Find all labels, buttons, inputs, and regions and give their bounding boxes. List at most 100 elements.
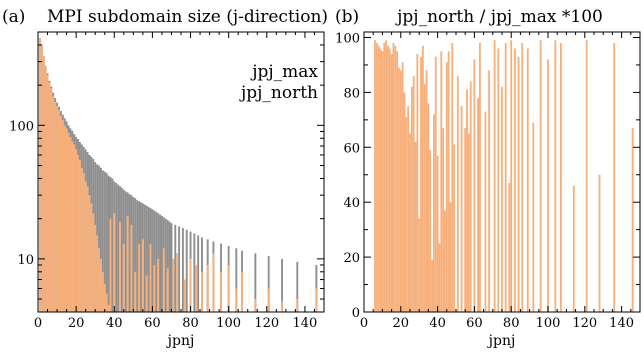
jpj-north-bar [52, 96, 55, 312]
jpj-north-bar [141, 239, 144, 312]
jpj-north-bar [38, 38, 41, 313]
ratio-bar [412, 75, 415, 312]
ratio-bar [456, 75, 459, 312]
jpj-north-bar [99, 258, 102, 312]
panel-b-ytick-label: 20 [343, 251, 360, 266]
jpj-max-bar [99, 167, 102, 312]
jpj-north-bar [235, 288, 238, 312]
panel-b-ytick-label: 100 [335, 31, 360, 46]
panel-b-xtick-label: 0 [360, 316, 368, 331]
ratio-bar [554, 40, 557, 313]
jpj-north-bar [103, 283, 106, 312]
ratio-bar [416, 53, 419, 312]
ratio-bar [508, 182, 511, 312]
ratio-bar [381, 51, 384, 312]
ratio-bar [513, 48, 516, 313]
jpj-max-bar [101, 170, 104, 312]
jpj-max-bar [164, 218, 167, 312]
jpj-north-bar [96, 235, 99, 312]
ratio-bar [398, 67, 400, 312]
panel-b-ytick-label: 80 [343, 86, 360, 101]
ratio-bar [447, 51, 450, 312]
panel-a-label: (a) [2, 7, 25, 27]
jpj-max-bar [140, 202, 142, 312]
panel-b-xlabel: jpnj [487, 333, 516, 349]
ratio-bars [374, 40, 634, 313]
ratio-bar [613, 42, 616, 312]
ratio-bar [497, 48, 500, 313]
jpj-max-bar [143, 204, 146, 312]
jpj-north-bar [58, 110, 60, 312]
jpj-north-bar [46, 74, 49, 312]
jpj-max-bar [168, 221, 171, 312]
ratio-bar [449, 202, 452, 312]
jpj-north-bar [109, 218, 112, 312]
jpj-north-bar [94, 224, 97, 312]
jpj-max-bar [98, 165, 100, 312]
ratio-bar [385, 40, 387, 313]
jpj-north-bar [130, 224, 133, 312]
jpj-north-bar [44, 65, 47, 312]
panel-a-xtick-label: 0 [34, 316, 42, 331]
jpj-max-bar [296, 261, 299, 312]
jpj-max-bar [174, 224, 177, 312]
ratio-bar [484, 111, 487, 312]
ratio-bar [539, 40, 542, 313]
jpj-north-bar [281, 301, 284, 312]
ratio-bar [429, 150, 432, 312]
ratio-bar [405, 117, 408, 312]
jpj-north-bar [54, 101, 57, 312]
jpj-max-bar [145, 205, 148, 312]
ratio-bar [421, 45, 424, 312]
jpj-max-bar [103, 171, 106, 312]
ratio-bar [440, 51, 443, 312]
jpj-north-bar [65, 128, 68, 312]
jpj-north-bar [206, 264, 209, 312]
ratio-bar [394, 45, 397, 312]
jpj-north-bar [134, 271, 137, 312]
ratio-bar [559, 42, 562, 312]
jpj-north-bar [149, 243, 152, 312]
ratio-bar [409, 133, 411, 312]
ratio-bar [410, 86, 413, 312]
ratio-bar [387, 45, 389, 312]
panel-b-xtick-label: 80 [503, 316, 520, 331]
jpj-north-bar [84, 181, 87, 312]
panel-a: 0 20 40 60 80 100 120 140 10 100 (a) MPI subdomai… [2, 7, 328, 349]
jpj-north-bar [98, 248, 100, 312]
jpj-north-bar [220, 271, 222, 312]
jpj-max-bar [117, 184, 120, 312]
jpj-north-bar [138, 243, 141, 312]
jpj-north-bar [92, 213, 95, 312]
jpj-north-bar [267, 288, 270, 312]
ratio-bar [547, 59, 549, 312]
jpj-max-bar [128, 194, 131, 312]
panel-a-xtick-label: 60 [144, 316, 161, 331]
panel-b-xtick-label: 140 [609, 316, 634, 331]
ratio-bar [488, 70, 491, 313]
jpj-north-bar [82, 172, 85, 312]
jpj-north-bar [113, 213, 116, 312]
jpj-max-bar [155, 211, 158, 312]
ratio-bar [477, 97, 479, 312]
jpj-max-bar [136, 200, 139, 312]
jpj-max-bar [160, 215, 163, 312]
jpj-north-bar [69, 136, 72, 312]
panel-b-label: (b) [335, 7, 359, 27]
ratio-bar [451, 42, 454, 312]
jpj-north-bar [86, 186, 89, 312]
panel-a-xtick-label: 120 [254, 316, 279, 331]
jpj-north-bar [90, 203, 93, 312]
ratio-bar [464, 128, 467, 312]
panel-a-ytick-label: 100 [9, 119, 34, 134]
panel-b-xtick-label: 120 [572, 316, 597, 331]
ratio-bar [521, 42, 524, 312]
jpj-max-bar [281, 258, 284, 312]
panel-b-xtick-label: 20 [393, 316, 410, 331]
jpj-north-bar [176, 253, 179, 312]
jpj-max-bar [120, 187, 123, 312]
ratio-bar [460, 106, 463, 312]
jpj-north-bar [67, 132, 70, 312]
jpj-max-bar [181, 228, 184, 312]
